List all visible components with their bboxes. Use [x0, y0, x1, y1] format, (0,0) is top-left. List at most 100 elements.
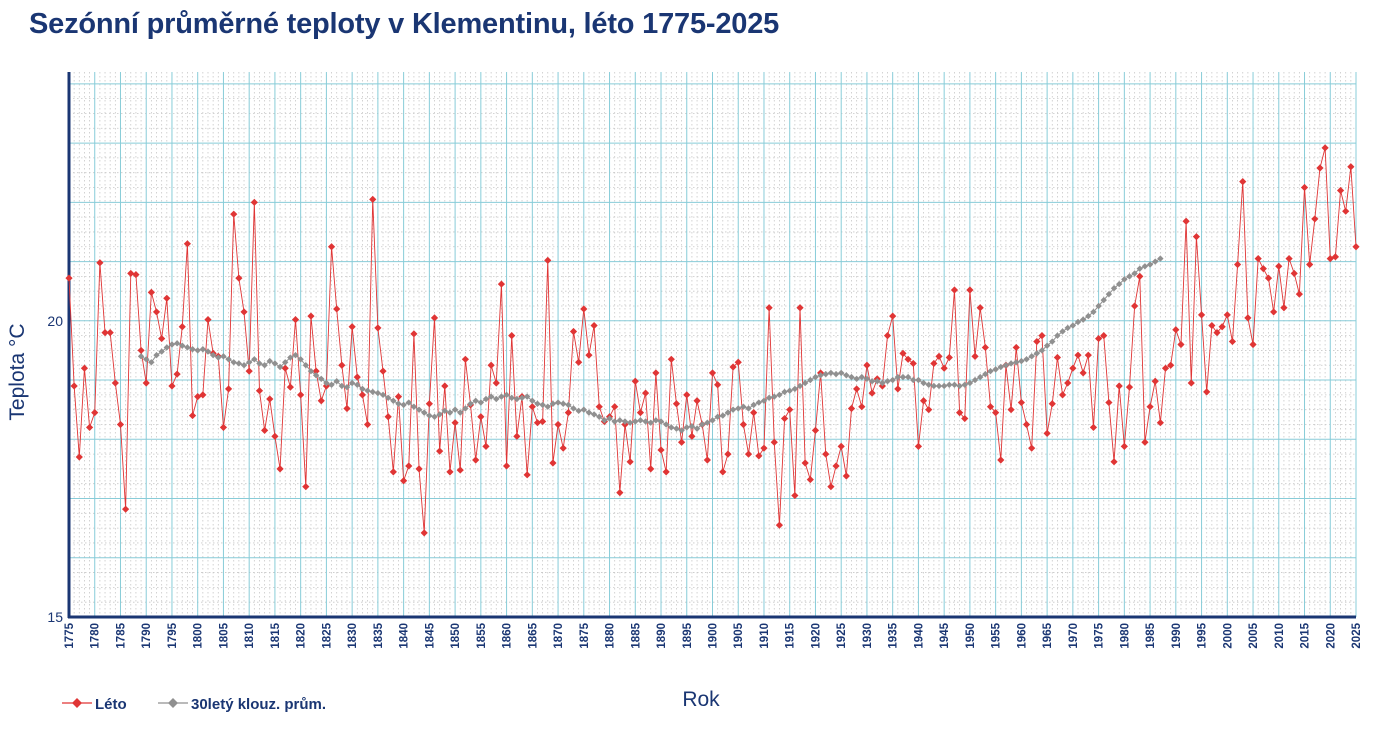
summer-point	[1280, 304, 1288, 312]
summer-point	[1012, 343, 1020, 352]
summer-point	[554, 420, 562, 429]
x-tick-label: 2015	[1300, 622, 1312, 648]
summer-point	[678, 438, 686, 446]
moving-average-point	[359, 385, 366, 393]
moving-average-point	[369, 388, 376, 396]
summer-point	[173, 370, 181, 378]
moving-average-point	[333, 378, 340, 385]
summer-point	[132, 270, 140, 279]
moving-average-point	[204, 348, 212, 355]
summer-point	[575, 358, 583, 366]
moving-average-point	[971, 376, 979, 384]
summer-point	[178, 323, 186, 331]
moving-average-point	[395, 400, 402, 407]
summer-point	[585, 351, 593, 359]
x-tick-label: 1930	[862, 623, 874, 649]
summer-point	[868, 389, 876, 397]
summer-point	[327, 243, 336, 251]
moving-average-point	[179, 342, 186, 349]
summer-point	[981, 343, 989, 352]
moving-average-point	[699, 421, 706, 428]
moving-average-point	[1054, 332, 1061, 339]
summer-point	[662, 468, 670, 476]
moving-average-point	[297, 356, 304, 363]
summer-point	[369, 195, 377, 203]
summer-point	[641, 389, 650, 397]
moving-average-point	[354, 381, 361, 388]
summer-point	[909, 359, 917, 368]
summer-point	[456, 466, 464, 474]
legend-item-summer[interactable]: Léto	[62, 696, 127, 713]
moving-average-point	[1085, 312, 1092, 320]
x-tick-label: 2020	[1325, 623, 1337, 649]
moving-average-point	[307, 367, 315, 375]
summer-point	[780, 414, 789, 423]
summer-point	[1033, 337, 1041, 346]
summer-point	[472, 456, 480, 464]
moving-average-point	[1131, 270, 1138, 277]
legend-average-label: 30letý klouz. prům.	[191, 696, 326, 713]
summer-point	[1022, 420, 1031, 429]
summer-point	[1321, 144, 1329, 152]
summer-point	[1151, 377, 1159, 385]
summer-point	[1259, 265, 1267, 273]
moving-average-point	[575, 407, 582, 415]
moving-average-point	[585, 409, 593, 416]
moving-average-point	[992, 366, 999, 373]
moving-average-point	[220, 353, 227, 360]
moving-average-point	[626, 419, 634, 426]
moving-average-point	[848, 373, 855, 381]
summer-point	[559, 444, 567, 452]
summer-point	[544, 256, 552, 264]
moving-average-point	[915, 376, 922, 384]
moving-average-point	[302, 362, 310, 369]
moving-average-point	[858, 373, 865, 381]
moving-average-point	[508, 394, 515, 402]
summer-point	[667, 355, 675, 363]
summer-point	[528, 403, 536, 411]
moving-average-point	[276, 363, 284, 371]
legend-item-moving-average[interactable]: 30letý klouz. prům.	[158, 696, 326, 713]
summer-point	[1249, 340, 1257, 349]
summer-point	[96, 259, 104, 267]
moving-average-point	[523, 393, 531, 400]
moving-average-point	[740, 403, 747, 410]
x-tick-label: 1915	[785, 622, 797, 648]
moving-average-point	[565, 401, 572, 409]
summer-point	[858, 403, 866, 411]
summer-point	[1156, 419, 1164, 427]
x-tick-label: 1905	[733, 622, 745, 648]
x-tick-label: 1950	[965, 623, 977, 649]
summer-point	[1213, 329, 1221, 337]
moving-average-point	[807, 376, 814, 384]
summer-point	[441, 382, 449, 390]
summer-point	[925, 406, 933, 414]
legend-summer-marker-icon	[72, 698, 82, 708]
moving-average-point	[637, 417, 644, 424]
summer-point	[255, 387, 264, 395]
x-tick-label: 1945	[939, 622, 951, 648]
summer-point	[1239, 177, 1247, 186]
summer-point	[986, 403, 995, 411]
summer-point	[266, 395, 274, 403]
summer-point	[204, 316, 212, 324]
summer-point	[1311, 215, 1319, 223]
summer-point	[595, 403, 603, 411]
summer-point	[976, 304, 984, 312]
summer-point	[508, 332, 516, 340]
moving-average-point	[343, 383, 351, 391]
summer-point	[240, 308, 248, 316]
moving-average-point	[1002, 362, 1010, 369]
summer-point	[420, 529, 428, 537]
summer-point	[755, 452, 763, 460]
summer-point	[338, 361, 346, 369]
moving-average-point	[843, 372, 850, 379]
moving-average-point	[312, 372, 320, 379]
moving-average-point	[796, 382, 804, 390]
summer-point	[363, 420, 372, 429]
summer-point	[1347, 163, 1355, 171]
summer-point	[70, 382, 78, 390]
summer-point	[842, 472, 850, 480]
summer-point	[358, 391, 367, 399]
